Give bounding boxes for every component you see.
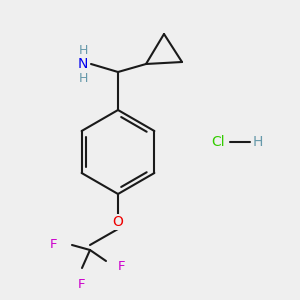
Text: O: O (112, 215, 123, 229)
Text: F: F (50, 238, 58, 251)
Text: F: F (118, 260, 126, 272)
Text: H: H (253, 135, 263, 149)
Text: H: H (78, 71, 88, 85)
Text: Cl: Cl (211, 135, 225, 149)
Text: H: H (78, 44, 88, 56)
Text: N: N (78, 57, 88, 71)
Text: F: F (78, 278, 86, 290)
